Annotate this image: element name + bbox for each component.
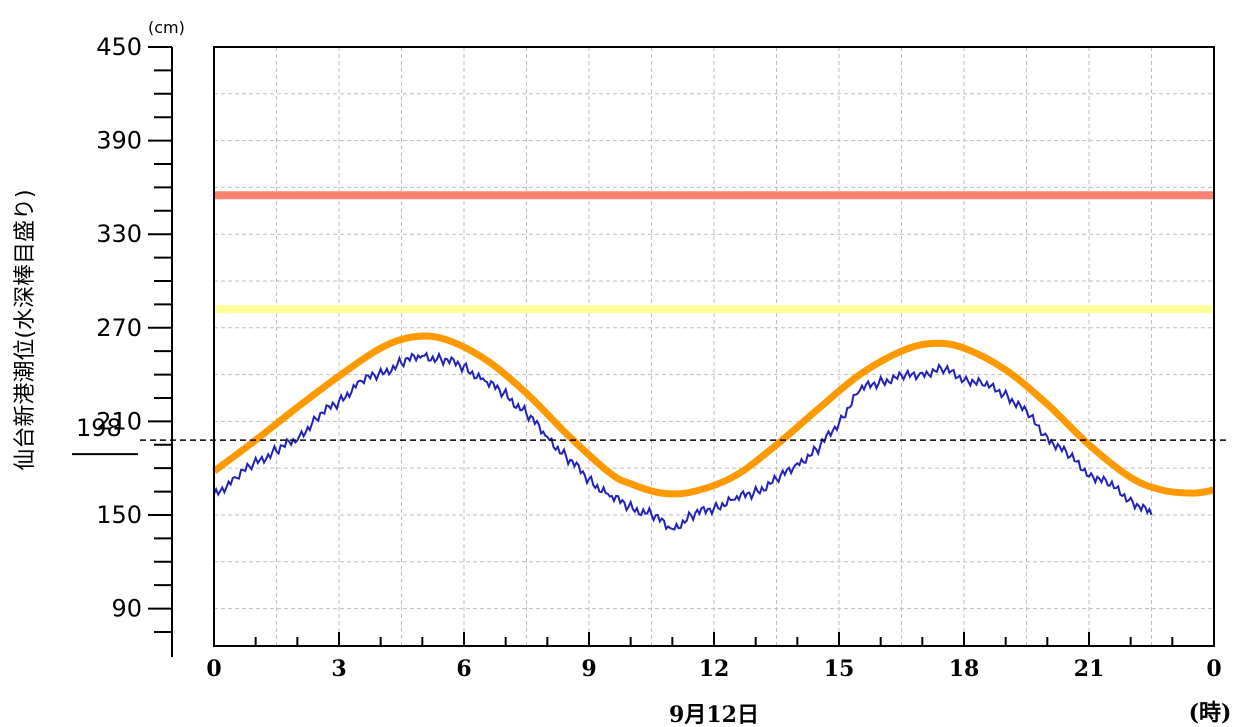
y-tick-label: 210 <box>96 407 142 435</box>
x-tick-label: 21 <box>1074 656 1105 682</box>
y-axis-title: 仙台新港潮位(水深棒目盛り) <box>13 189 38 470</box>
x-tick-label: 6 <box>456 656 471 682</box>
y-tick-label: 330 <box>96 220 142 248</box>
y-tick-label: 390 <box>96 127 142 155</box>
series-lines <box>211 332 1215 531</box>
observed-tide-line <box>213 351 1153 531</box>
y-axis: 90 150 210 270 330 390 450 <box>96 33 173 657</box>
plot-frame <box>213 46 1215 647</box>
x-tick-label: 15 <box>824 656 855 682</box>
y-tick-label: 450 <box>96 33 142 61</box>
threshold-lines <box>214 191 1214 314</box>
x-tick-label: 12 <box>699 656 730 682</box>
y-tick-label: 90 <box>111 595 142 623</box>
predicted-tide-line <box>211 332 1215 498</box>
y-unit-label: (cm) <box>148 18 185 37</box>
x-unit-label: (時) <box>1189 700 1232 726</box>
x-tick-label: 18 <box>949 656 980 682</box>
x-axis: 0 3 6 9 12 15 18 21 0 <box>206 632 1222 682</box>
grid-lines <box>214 46 1214 646</box>
x-tick-label: 0 <box>1206 656 1221 682</box>
x-tick-label: 3 <box>331 656 346 682</box>
x-tick-label: 0 <box>206 656 221 682</box>
y-tick-label: 270 <box>96 314 142 342</box>
y-tick-label: 150 <box>96 501 142 529</box>
date-label: 9月12日 <box>669 702 759 727</box>
reference-line-group: 198 <box>72 414 1228 456</box>
reference-line-label: 198 <box>76 414 122 442</box>
x-tick-label: 9 <box>581 656 596 682</box>
